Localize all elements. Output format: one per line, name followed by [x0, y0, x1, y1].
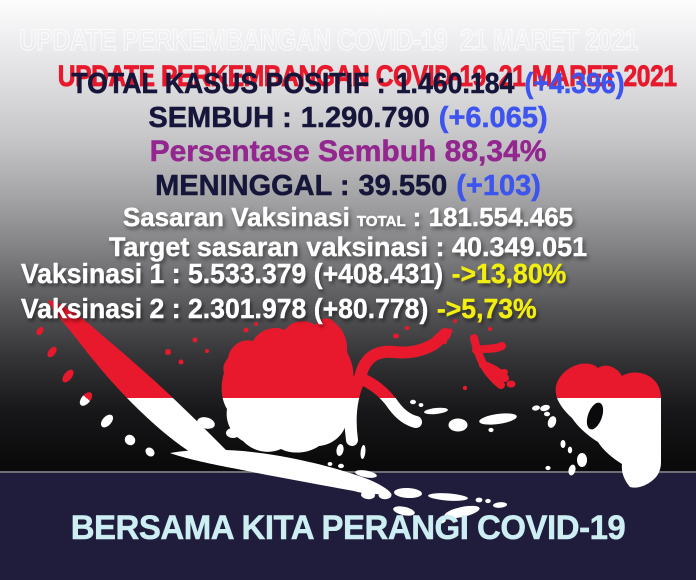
vaksinasi-2-label: Vaksinasi 2 : 2.301.978 (+80.778) — [20, 293, 429, 324]
island-kalimantan — [221, 318, 354, 453]
island-bangka — [197, 417, 215, 429]
cenderawasih-bay-notch — [586, 402, 604, 430]
main-title-inline-stroke: UPDATE PERKEMBANGAN COVID-19 21 MARET 20… — [19, 23, 639, 57]
island-laut — [336, 444, 344, 456]
island-aru — [577, 453, 587, 467]
island-group-stroked — [321, 328, 509, 446]
island-bali — [361, 490, 375, 500]
islet-ambon — [488, 427, 494, 433]
islet-alor-1 — [475, 497, 483, 503]
sasaran-label: Sasaran Vaksinasi — [122, 202, 350, 232]
island-papua — [555, 363, 661, 488]
islet-mentawai-3 — [100, 414, 114, 428]
islet-bacan-2 — [506, 380, 516, 388]
total-positif-value: 1.460.184 — [395, 68, 515, 101]
islet-misool — [540, 404, 550, 412]
island-sumatra — [48, 300, 240, 466]
islet-natuna-1 — [243, 327, 249, 333]
islet-simeulue — [36, 326, 44, 336]
island-group-filled — [36, 300, 661, 524]
island-wetar — [493, 502, 507, 508]
persentase-text: Persentase Sembuh 88,34% — [149, 135, 547, 169]
islet-riau-1 — [165, 349, 171, 355]
islet-sunda — [145, 447, 155, 457]
island-sumbawa — [394, 487, 422, 499]
main-title-text: UPDATE PERKEMBANGAN COVID-19 21 MARET 20… — [57, 60, 677, 94]
sembuh-delta: (+6.065) — [438, 102, 548, 135]
meninggal-line: MENINGGAL : 39.550 (+103) — [0, 169, 696, 204]
islet-kei-2 — [567, 446, 573, 454]
sasaran-total-small: TOTAL — [356, 213, 406, 230]
total-positif-delta: (+4.396) — [524, 68, 625, 101]
island-timor — [444, 505, 480, 519]
islet-alor-2 — [485, 498, 491, 504]
sasaran-vaksinasi-line: Sasaran Vaksinasi TOTAL : 181.554.465 — [0, 201, 696, 238]
islet-ternate — [462, 385, 468, 391]
islet-kangean-1 — [338, 463, 344, 469]
island-selayar — [360, 445, 366, 459]
sembuh-label: SEMBUH : — [148, 102, 292, 135]
island-madura — [355, 470, 377, 478]
islet-banggai-1 — [410, 399, 416, 405]
islet-mentawai-2 — [79, 392, 93, 406]
islet-riau-2 — [178, 359, 184, 365]
sembuh-value: 1.290.790 — [300, 102, 431, 135]
slogan-line: BERSAMA KITA PERANGI COVID-19 — [10, 507, 685, 549]
islet-salawati — [547, 416, 557, 428]
island-sulawesi — [321, 328, 451, 446]
island-sula — [424, 407, 448, 415]
island-belitung — [226, 428, 240, 438]
islet-babar — [545, 465, 551, 471]
vaksinasi-2-line: Vaksinasi 2 : 2.301.978 (+80.778) ->5,73… — [0, 292, 661, 326]
vaksinasi-1-line: Vaksinasi 1 : 5.533.379 (+408.431) ->13,… — [0, 257, 661, 291]
islet-nkal-1 — [393, 333, 399, 339]
islet-morotai — [488, 327, 492, 331]
vaksinasi-1-pct: ->13,80% — [451, 258, 567, 289]
total-positif-label: TOTAL KASUS POSITIF : — [71, 68, 386, 101]
island-seram — [479, 413, 517, 425]
islet-kangean-2 — [327, 462, 333, 466]
sasaran-value: : 181.554.465 — [412, 202, 574, 232]
islet-sangihe-2 — [453, 319, 457, 323]
island-halmahera — [470, 334, 509, 389]
island-sumba — [393, 506, 415, 516]
islet-enggano — [124, 434, 136, 446]
islet-banggai-2 — [418, 403, 424, 407]
target-sasaran-text: Target sasaran vaksinasi : 40.349.051 — [108, 232, 588, 262]
total-positif-line: TOTAL KASUS POSITIF : 1.460.184 (+4.396) — [28, 67, 668, 102]
island-flores — [428, 493, 468, 501]
islet-kei-1 — [560, 440, 566, 448]
islet-tanimbar — [568, 464, 576, 476]
vaksinasi-1-label: Vaksinasi 1 : 5.533.379 (+408.431) — [20, 258, 444, 289]
sembuh-line: SEMBUH : 1.290.790 (+6.065) — [0, 101, 696, 136]
islet-mentawai-1 — [62, 369, 74, 383]
meninggal-delta: (+103) — [456, 170, 541, 203]
islet-natuna-2 — [254, 322, 258, 326]
islet-rote — [436, 518, 446, 524]
persentase-line: Persentase Sembuh 88,34% — [0, 134, 696, 170]
vaksinasi-2-pct: ->5,73% — [436, 293, 537, 324]
islet-riau-4 — [205, 349, 209, 353]
meninggal-value: 39.550 — [358, 170, 448, 203]
islet-nkal-2 — [404, 326, 410, 330]
meninggal-label: MENINGGAL : — [155, 170, 350, 203]
islet-riau-3 — [192, 337, 198, 343]
island-lombok — [378, 490, 392, 500]
islet-seram-e1 — [532, 405, 540, 411]
island-java — [170, 449, 390, 495]
islet-nias — [47, 346, 57, 358]
target-sasaran-line: Target sasaran vaksinasi : 40.349.051 — [0, 231, 696, 264]
islet-seram-e2 — [544, 411, 550, 417]
island-buru — [448, 418, 468, 432]
slogan-text: BERSAMA KITA PERANGI COVID-19 — [70, 509, 626, 548]
